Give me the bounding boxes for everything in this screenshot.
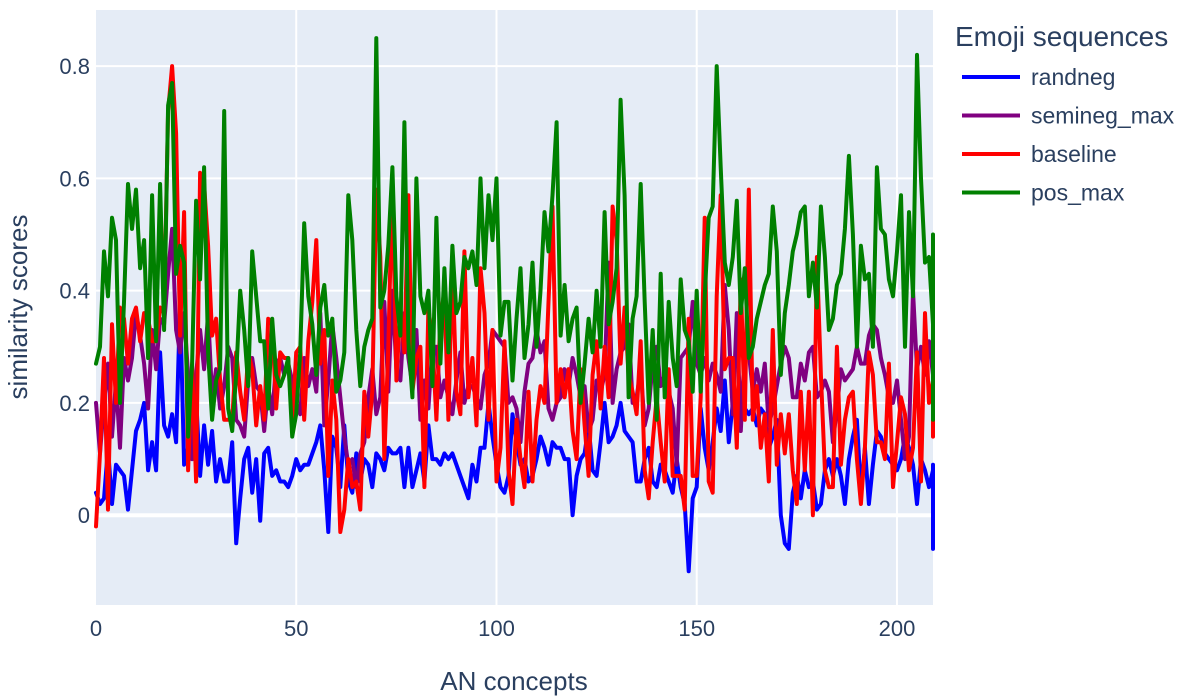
y-axis-title: similarity scores <box>3 215 33 400</box>
x-tick-label: 50 <box>284 616 308 641</box>
y-tick-label: 0.6 <box>59 166 90 191</box>
y-tick-label: 0.2 <box>59 391 90 416</box>
legend-item-randneg[interactable]: randneg <box>1031 64 1115 90</box>
legend-title: Emoji sequences <box>955 21 1168 52</box>
x-tick-label: 150 <box>678 616 715 641</box>
x-tick-label: 100 <box>478 616 515 641</box>
series-line-pos-max <box>94 36 935 439</box>
x-axis-title: AN concepts <box>440 666 587 696</box>
y-tick-label: 0.4 <box>59 279 90 304</box>
legend-item-semineg-max[interactable]: semineg_max <box>1031 103 1175 129</box>
legend-item-baseline[interactable]: baseline <box>1031 141 1117 167</box>
tick-labels: 0 50 100 150 200 0 0.2 0.4 0.6 0.8 <box>59 54 915 641</box>
x-tick-label: 0 <box>90 616 102 641</box>
series-lines <box>94 36 935 574</box>
legend: Emoji sequences randneg semineg_maxbaseli… <box>955 21 1175 206</box>
legend-item-pos-max[interactable]: pos_max <box>1031 180 1125 206</box>
x-tick-label: 200 <box>879 616 916 641</box>
y-tick-label: 0.8 <box>59 54 90 79</box>
y-tick-label: 0 <box>78 503 90 528</box>
